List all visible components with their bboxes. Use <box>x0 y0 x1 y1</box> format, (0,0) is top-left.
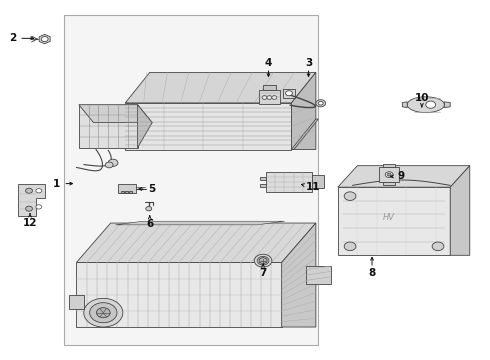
Text: 12: 12 <box>23 218 37 228</box>
Circle shape <box>344 192 356 201</box>
Polygon shape <box>138 105 152 148</box>
Polygon shape <box>444 102 450 108</box>
Text: 9: 9 <box>398 171 405 181</box>
Polygon shape <box>292 72 316 149</box>
Polygon shape <box>39 35 50 44</box>
Circle shape <box>36 189 42 193</box>
Circle shape <box>254 254 272 267</box>
Polygon shape <box>76 262 282 327</box>
Polygon shape <box>338 187 450 255</box>
Bar <box>129 191 132 193</box>
Circle shape <box>272 96 277 99</box>
Circle shape <box>25 188 32 193</box>
Text: 3: 3 <box>305 58 312 68</box>
Polygon shape <box>338 166 470 187</box>
Polygon shape <box>125 72 316 103</box>
Polygon shape <box>450 166 470 255</box>
Circle shape <box>146 207 152 211</box>
Polygon shape <box>379 167 399 182</box>
Polygon shape <box>79 105 138 148</box>
Polygon shape <box>259 90 280 104</box>
Text: 5: 5 <box>148 184 156 194</box>
Circle shape <box>97 308 110 318</box>
Text: 7: 7 <box>259 267 267 278</box>
Text: 2: 2 <box>9 33 17 43</box>
Polygon shape <box>402 102 407 108</box>
Circle shape <box>387 173 391 176</box>
Polygon shape <box>76 223 316 262</box>
Polygon shape <box>263 85 276 90</box>
Circle shape <box>318 102 323 105</box>
Circle shape <box>25 206 32 211</box>
Text: HV: HV <box>382 213 394 222</box>
Circle shape <box>432 242 444 251</box>
Circle shape <box>105 162 113 168</box>
Bar <box>122 191 124 193</box>
Polygon shape <box>18 184 45 216</box>
Text: 1: 1 <box>53 179 60 189</box>
Circle shape <box>426 101 436 108</box>
Circle shape <box>257 256 269 265</box>
Polygon shape <box>259 257 267 264</box>
Circle shape <box>84 298 123 327</box>
Circle shape <box>316 100 326 107</box>
Text: 11: 11 <box>306 182 320 192</box>
Polygon shape <box>282 223 316 327</box>
Polygon shape <box>407 97 444 113</box>
Circle shape <box>36 205 42 209</box>
Polygon shape <box>79 105 152 123</box>
Circle shape <box>108 159 118 166</box>
Circle shape <box>267 96 272 99</box>
Circle shape <box>90 303 117 323</box>
Text: 10: 10 <box>415 93 429 103</box>
Bar <box>260 177 266 180</box>
Text: 8: 8 <box>368 267 376 278</box>
Circle shape <box>344 242 356 251</box>
Polygon shape <box>292 119 319 149</box>
Bar <box>125 191 128 193</box>
Polygon shape <box>383 182 395 185</box>
Circle shape <box>385 172 393 177</box>
Bar <box>118 184 136 193</box>
Text: 4: 4 <box>265 58 272 68</box>
Polygon shape <box>125 103 292 149</box>
Polygon shape <box>116 221 285 225</box>
Text: 6: 6 <box>146 219 153 229</box>
Bar <box>266 172 312 192</box>
Polygon shape <box>69 295 84 309</box>
Circle shape <box>41 37 48 41</box>
Polygon shape <box>383 164 395 167</box>
Polygon shape <box>283 89 295 98</box>
Bar <box>64 15 318 345</box>
Polygon shape <box>306 266 331 284</box>
Bar <box>312 175 324 188</box>
Bar <box>260 184 266 187</box>
Circle shape <box>286 91 293 96</box>
Circle shape <box>262 96 267 99</box>
